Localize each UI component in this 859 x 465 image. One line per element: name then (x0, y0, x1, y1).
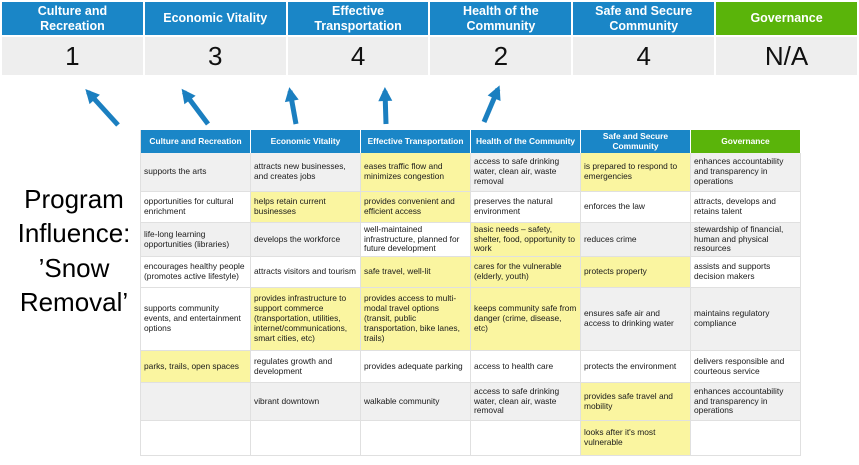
matrix-header-2: Effective Transportation (361, 130, 471, 153)
matrix-cell-r5-c1: supports community events, and entertain… (141, 288, 251, 351)
matrix-cell-r7-c1 (141, 383, 251, 421)
matrix-cell-r6-c5: protects the environment (581, 351, 691, 383)
matrix-cell-r2-c2: helps retain current businesses (251, 192, 361, 223)
matrix-cell-r4-c6: assists and supports decision makers (691, 257, 801, 288)
matrix-header-3: Health of the Community (471, 130, 581, 153)
matrix-cell-r8-c3 (361, 421, 471, 456)
influence-arrow-3 (284, 87, 299, 125)
matrix-cell-r6-c4: access to health care (471, 351, 581, 383)
matrix-cell-r6-c2: regulates growth and development (251, 351, 361, 383)
matrix-cell-r5-c5: ensures safe air and access to drinking … (581, 288, 691, 351)
summary-header-1: Economic Vitality (144, 2, 286, 35)
matrix-cell-r6-c3: provides adequate parking (361, 351, 471, 383)
summary-score-1: 3 (144, 37, 286, 75)
matrix-cell-r3-c6: stewardship of financial, human and phys… (691, 223, 801, 257)
matrix-cell-r2-c5: enforces the law (581, 192, 691, 223)
matrix-cell-r2-c4: preserves the natural environment (471, 192, 581, 223)
matrix-cell-r7-c3: walkable community (361, 383, 471, 421)
matrix-cell-r2-c3: provides convenient and efficient access (361, 192, 471, 223)
influence-arrows (85, 85, 501, 127)
summary-table: Culture and Recreation Economic Vitality E… (2, 2, 857, 75)
matrix-cell-r7-c5: provides safe travel and mobility (581, 383, 691, 421)
matrix-cell-r7-c6: enhances accountability and transparency… (691, 383, 801, 421)
matrix-cell-r3-c1: life-long learning opportunities (librar… (141, 223, 251, 257)
matrix-cell-r1-c1: supports the arts (141, 153, 251, 192)
influence-matrix: Culture and Recreation Economic Vitality E… (140, 130, 801, 456)
matrix-cell-r2-c6: attracts, develops and retains talent (691, 192, 801, 223)
matrix-cell-r1-c2: attracts new businesses, and creates job… (251, 153, 361, 192)
summary-score-5: N/A (716, 37, 857, 75)
matrix-cell-r1-c3: eases traffic flow and minimizes congest… (361, 153, 471, 192)
matrix-header-5: Governance (691, 130, 801, 153)
matrix-cell-r7-c2: vibrant downtown (251, 383, 361, 421)
matrix-cell-r1-c6: enhances accountability and transparency… (691, 153, 801, 192)
matrix-cell-r4-c3: safe travel, well-lit (361, 257, 471, 288)
influence-arrow-5 (481, 85, 501, 123)
matrix-cell-r1-c5: is prepared to respond to emergencies (581, 153, 691, 192)
matrix-cell-r6-c6: delivers responsible and courteous servi… (691, 351, 801, 383)
matrix-cell-r3-c3: well-maintained infrastructure, planned … (361, 223, 471, 257)
matrix-cell-r4-c4: cares for the vulnerable (elderly, youth… (471, 257, 581, 288)
summary-score-0: 1 (2, 37, 143, 75)
matrix-header-4: Safe and Secure Community (581, 130, 691, 153)
summary-score-2: 4 (287, 37, 429, 75)
matrix-cell-r8-c6 (691, 421, 801, 456)
matrix-cell-r3-c2: develops the workforce (251, 223, 361, 257)
program-influence-title: Program Influence: ’Snow Removal’ (17, 184, 131, 317)
matrix-cell-r3-c4: basic needs – safety, shelter, food, opp… (471, 223, 581, 257)
summary-header-5: Governance (716, 2, 857, 35)
influence-arrow-1 (85, 89, 120, 127)
matrix-cell-r5-c3: provides access to multi-modal travel op… (361, 288, 471, 351)
matrix-cell-r6-c1: parks, trails, open spaces (141, 351, 251, 383)
summary-header-3: Health of the Community (430, 2, 572, 35)
summary-score-3: 2 (430, 37, 572, 75)
matrix-cell-r5-c6: maintains regulatory compliance (691, 288, 801, 351)
influence-arrow-2 (181, 88, 210, 126)
matrix-cell-r2-c1: opportunities for cultural enrichment (141, 192, 251, 223)
matrix-header-1: Economic Vitality (251, 130, 361, 153)
matrix-cell-r8-c5: looks after it's most vulnerable (581, 421, 691, 456)
summary-header-2: Effective Transportation (287, 2, 429, 35)
summary-header-0: Culture and Recreation (2, 2, 143, 35)
matrix-cell-r8-c1 (141, 421, 251, 456)
summary-header-4: Safe and Secure Community (573, 2, 715, 35)
matrix-header-0: Culture and Recreation (141, 130, 251, 153)
matrix-cell-r3-c5: reduces crime (581, 223, 691, 257)
matrix-cell-r5-c2: provides infrastructure to support comme… (251, 288, 361, 351)
matrix-cell-r1-c4: access to safe drinking water, clean air… (471, 153, 581, 192)
matrix-cell-r4-c5: protects property (581, 257, 691, 288)
summary-score-4: 4 (573, 37, 715, 75)
matrix-cell-r8-c2 (251, 421, 361, 456)
matrix-cell-r7-c4: access to safe drinking water, clean air… (471, 383, 581, 421)
matrix-cell-r4-c2: attracts visitors and tourism (251, 257, 361, 288)
influence-arrow-4 (378, 87, 393, 125)
matrix-cell-r5-c4: keeps community safe from danger (crime,… (471, 288, 581, 351)
matrix-cell-r4-c1: encourages healthy people (promotes acti… (141, 257, 251, 288)
matrix-cell-r8-c4 (471, 421, 581, 456)
